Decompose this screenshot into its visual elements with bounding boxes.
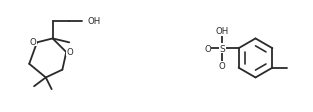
Text: OH: OH: [215, 27, 229, 36]
Text: S: S: [219, 44, 225, 53]
Text: O: O: [204, 44, 211, 53]
Text: O: O: [219, 62, 225, 71]
Text: O: O: [30, 38, 37, 46]
Text: O: O: [67, 47, 74, 56]
Text: OH: OH: [88, 17, 101, 26]
